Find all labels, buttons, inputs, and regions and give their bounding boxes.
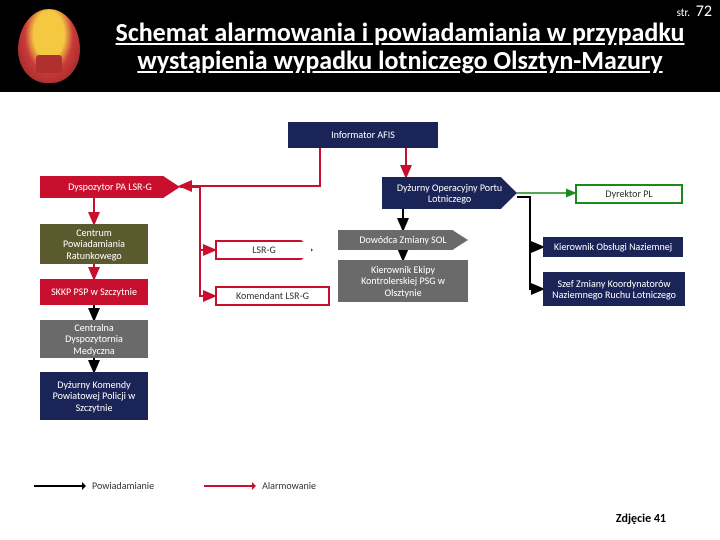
legend-inform-label: Powiadamianie: [92, 479, 154, 492]
legend-line-red: [204, 485, 254, 487]
edge-11: [517, 197, 543, 247]
slide-title: Schemat alarmowania i powiadamiania w pr…: [80, 18, 720, 74]
node-kierownik_on: Kierownik Obsługi Naziemnej: [543, 237, 683, 257]
node-dyrektor: Dyrektor PL: [575, 184, 683, 204]
legend-inform: Powiadamianie: [34, 479, 154, 492]
node-dowodca: Dowódca Zmiany SOL: [338, 230, 468, 250]
node-afis: Informator AFIS: [288, 122, 438, 148]
page-number: 72: [696, 2, 712, 21]
node-komendant: Komendant LSR-G: [215, 286, 330, 306]
slide-header: Schemat alarmowania i powiadamiania w pr…: [0, 0, 720, 92]
edge-7: [200, 250, 215, 296]
crest-logo: [18, 9, 80, 83]
legend-alarm-label: Alarmowanie: [262, 479, 316, 492]
legend: Powiadamianie Alarmowanie: [34, 479, 316, 492]
footer-caption: Zdjęcie 41: [616, 512, 666, 526]
legend-line-black: [34, 485, 84, 487]
node-szef_zmiany: Szef Zmiany Koordynatorów Naziemnego Ruc…: [543, 272, 685, 306]
node-dyspozytor: Dyspozytor PA LSR-G: [40, 176, 180, 198]
edge-6: [180, 187, 215, 250]
edge-0: [180, 148, 320, 186]
flowchart-canvas: Informator AFIS Dyspozytor PA LSR-G Dyżurn…: [0, 92, 720, 502]
node-cpr: Centrum Powiadamiania Ratunkowego: [40, 224, 148, 264]
legend-alarm: Alarmowanie: [204, 479, 316, 492]
node-kierownik_psg: Kierownik Ekipy Kontrolerskiej PSG w Ols…: [338, 260, 468, 302]
node-lsrg: LSR-G: [215, 240, 313, 260]
node-dyzurny_policja: Dyżurny Komendy Powiatowej Policji w Szc…: [40, 372, 148, 420]
node-dyzurny_port: Dyżurny Operacyjny Portu Lotniczego: [382, 177, 517, 209]
edge-12: [530, 247, 543, 289]
node-cdm: Centralna Dyspozytornia Medyczna: [40, 320, 148, 358]
node-skkp: SKKP PSP w Szczytnie: [40, 279, 148, 305]
page-label: str.: [677, 6, 690, 19]
